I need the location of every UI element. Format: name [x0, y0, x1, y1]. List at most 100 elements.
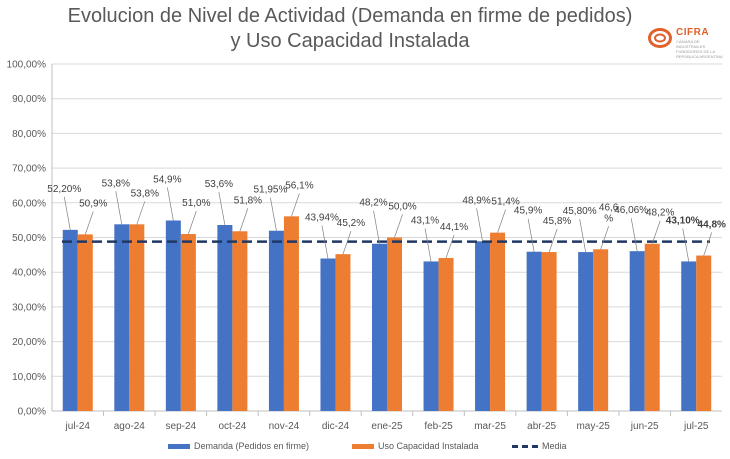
- data-label-uso: 45,2%: [337, 218, 365, 229]
- label-leader-uso: [600, 226, 609, 250]
- bar-demanda: [578, 252, 594, 411]
- bar-uso: [438, 257, 454, 411]
- data-label-uso: 48,2%: [646, 208, 674, 219]
- bar-demanda: [62, 229, 78, 411]
- legend-swatch-demanda: [168, 444, 190, 450]
- bar-demanda: [165, 220, 181, 411]
- bar-uso: [335, 254, 351, 411]
- bar-uso: [696, 255, 712, 411]
- data-label-demanda: 48,9%: [462, 195, 490, 206]
- data-label-demanda: 45,9%: [514, 206, 542, 217]
- bar-demanda: [526, 251, 542, 411]
- legend: Demanda (Pedidos en firme) Uso Capacidad…: [0, 441, 730, 457]
- data-label-uso: 53,8%: [131, 188, 159, 199]
- chart-title: Evolucion de Nivel de Actividad (Demanda…: [0, 4, 700, 54]
- x-tick-label: jul-24: [65, 421, 91, 432]
- y-axis-ticks: 0,00% 10,00% 20,00% 30,00% 40,00% 50,00% 60,00…: [7, 60, 47, 418]
- y-tick-label: 70,00%: [12, 164, 46, 175]
- y-tick-label: 80,00%: [12, 129, 46, 140]
- y-tick-label: 20,00%: [12, 337, 46, 348]
- x-tick-label: ene-25: [371, 421, 403, 432]
- data-label-demanda: 51,95%: [253, 185, 287, 196]
- y-tick-label: 60,00%: [12, 198, 46, 209]
- x-tick-label: nov-24: [269, 421, 300, 432]
- data-label-demanda: 52,20%: [47, 184, 81, 195]
- label-leader-uso: [497, 209, 506, 233]
- legend-label-uso: Uso Capacidad Instalada: [378, 441, 479, 451]
- label-leader-uso: [188, 210, 197, 235]
- bar-uso: [77, 234, 93, 411]
- bar-demanda: [372, 243, 387, 411]
- legend-item-media: Media: [512, 441, 567, 451]
- data-label-uso: 50,9%: [79, 198, 107, 209]
- data-label-demanda: 43,1%: [411, 215, 439, 226]
- bar-demanda: [320, 258, 336, 411]
- x-tick-label: abr-25: [527, 421, 556, 432]
- label-leader-uso: [445, 234, 455, 259]
- label-leader-uso: [548, 228, 558, 253]
- label-leader-demanda: [218, 191, 226, 226]
- label-leader-demanda: [630, 218, 638, 252]
- bar-demanda: [268, 230, 284, 411]
- bar-demanda: [114, 224, 130, 411]
- x-tick-label: sep-24: [166, 421, 197, 432]
- x-tick-label: jul-25: [683, 421, 709, 432]
- data-label-uso: 44,1%: [440, 222, 468, 233]
- y-tick-label: 50,00%: [12, 233, 46, 244]
- label-leader-demanda: [682, 228, 690, 262]
- label-leader-uso: [651, 220, 661, 244]
- data-label-demanda: 43,10%: [666, 215, 700, 226]
- label-leader-uso: [84, 211, 94, 235]
- legend-swatch-uso: [352, 444, 374, 450]
- x-tick-label: oct-24: [218, 421, 246, 432]
- bar-uso: [593, 249, 609, 411]
- chart-title-line-1: Evolucion de Nivel de Actividad (Demanda…: [67, 5, 633, 27]
- x-tick-label: ago-24: [114, 421, 146, 432]
- bar-uso: [644, 243, 660, 411]
- y-tick-label: 30,00%: [12, 302, 46, 313]
- data-label-uso: 44,8%: [698, 220, 726, 231]
- label-leader-demanda: [63, 196, 71, 230]
- legend-swatch-media: [512, 445, 538, 449]
- data-label-demanda: 43,94%: [305, 213, 339, 224]
- bar-demanda: [681, 261, 697, 411]
- data-label-demanda: 54,9%: [153, 174, 181, 185]
- label-leader-demanda: [579, 219, 586, 253]
- x-axis-ticks: jul-24 ago-24 sep-24 oct-24 nov-24 dic-24 ene-…: [65, 421, 709, 432]
- data-labels: 52,20% 50,9% 53,8%53,8% 54,9% 51,0% 53,6%51,8…: [47, 174, 726, 262]
- x-tick-label: feb-25: [424, 421, 453, 432]
- cifra-logo: CIFRA CÁMARA DE INDUSTRIALES FUNDIDORES …: [648, 24, 728, 59]
- bar-demanda: [217, 225, 233, 411]
- bar-demanda: [423, 261, 439, 411]
- bar-uso: [232, 231, 248, 411]
- label-leader-uso: [394, 214, 403, 238]
- y-tick-label: 90,00%: [12, 94, 46, 105]
- bar-uso: [180, 234, 196, 411]
- legend-item-uso: Uso Capacidad Instalada: [352, 441, 479, 451]
- data-label-uso: 45,8%: [543, 216, 571, 227]
- y-tick-label: 40,00%: [12, 268, 46, 279]
- y-tick-label: 100,00%: [7, 60, 47, 71]
- label-leader-demanda: [321, 225, 329, 259]
- bar-uso: [129, 224, 145, 411]
- bar-demanda: [629, 251, 645, 411]
- cifra-logo-icon: [648, 28, 672, 48]
- data-label-demanda: 48,2%: [359, 198, 387, 209]
- label-leader-demanda: [527, 218, 535, 252]
- data-label-demanda: 53,6%: [205, 179, 233, 190]
- x-tick-label: mar-25: [474, 421, 506, 432]
- bar-chart: 0,00% 10,00% 20,00% 30,00% 40,00% 50,00% 60,00…: [7, 60, 726, 433]
- label-leader-demanda: [476, 208, 483, 242]
- chart-title-line-2: y Uso Capacidad Instalada: [230, 30, 470, 52]
- data-label-uso: 46,6%: [599, 202, 619, 224]
- bar-uso: [541, 252, 557, 411]
- x-tick-label: dic-24: [322, 421, 350, 432]
- label-leader-demanda: [424, 228, 432, 262]
- data-label-uso: 51,8%: [234, 195, 262, 206]
- label-leader-uso: [703, 232, 713, 256]
- label-leader-uso: [291, 193, 300, 217]
- label-leader-demanda: [115, 191, 123, 225]
- bars: [62, 216, 712, 411]
- legend-label-demanda: Demanda (Pedidos en firme): [194, 441, 310, 451]
- data-label-uso: 56,1%: [285, 180, 313, 191]
